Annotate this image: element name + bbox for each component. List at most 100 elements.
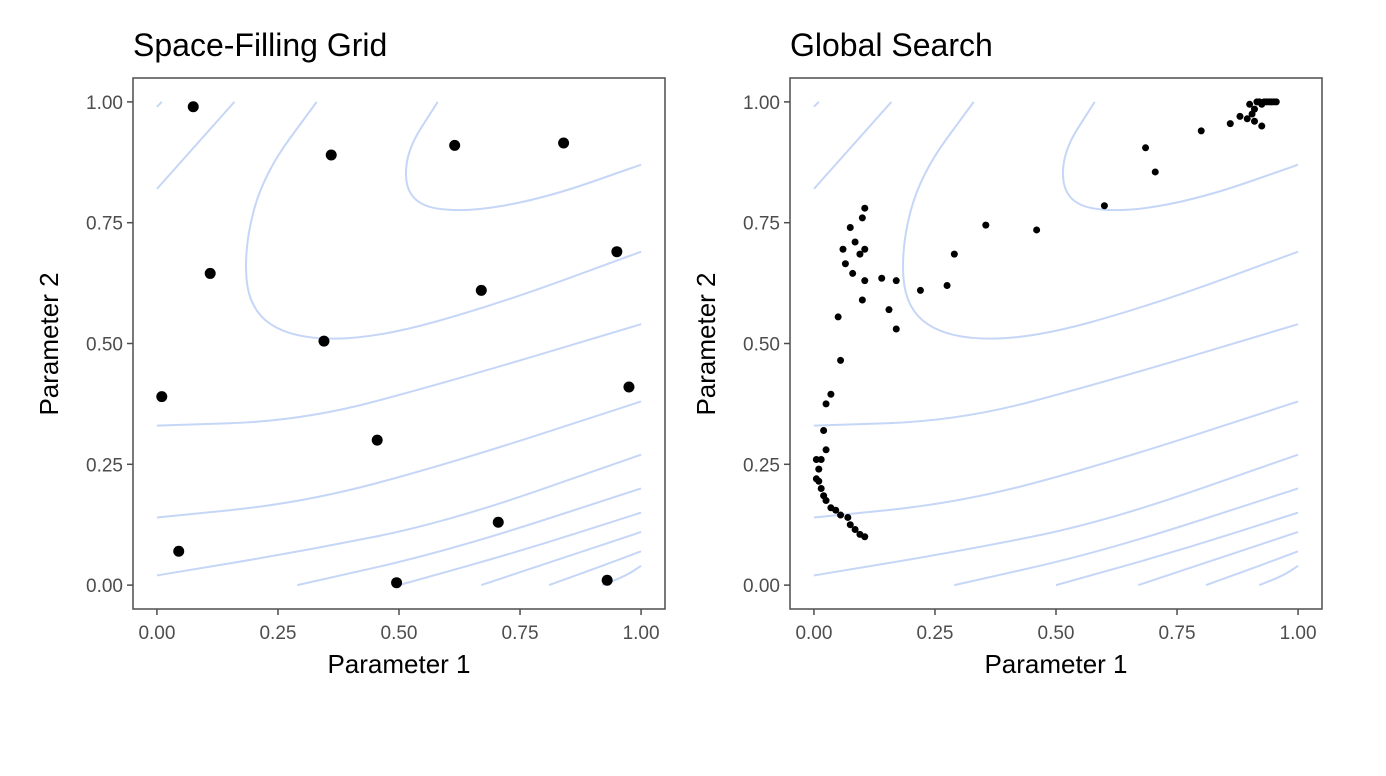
data-point	[1250, 117, 1258, 125]
x-tick-label: 0.50	[1038, 623, 1075, 644]
data-point	[837, 511, 845, 519]
data-point	[856, 530, 864, 538]
data-point	[878, 274, 886, 282]
data-point	[1100, 202, 1108, 210]
contour-line	[601, 564, 642, 587]
data-point	[846, 521, 854, 529]
contour-line	[813, 101, 893, 190]
data-point	[892, 325, 900, 333]
contour-line	[297, 487, 642, 587]
contour-line	[1055, 511, 1299, 587]
data-point	[173, 545, 185, 557]
data-point	[861, 277, 869, 285]
data-point	[204, 267, 216, 279]
y-tick-label: 1.00	[743, 93, 780, 114]
data-point	[885, 306, 893, 314]
panel-1-plot-area	[132, 77, 666, 610]
y-tick-label: 0.50	[743, 335, 780, 356]
data-point	[817, 455, 825, 463]
data-point	[1197, 127, 1205, 135]
x-tick-label: 0.75	[1159, 623, 1196, 644]
contour-line	[902, 101, 1299, 340]
data-point	[449, 139, 461, 151]
data-point	[858, 296, 866, 304]
data-point	[817, 484, 825, 492]
data-point	[812, 455, 820, 463]
y-tick-label: 1.00	[86, 93, 123, 114]
data-point	[1151, 168, 1159, 176]
data-point	[325, 149, 337, 161]
panel-2-plot-area	[789, 77, 1323, 610]
x-tick-label: 0.75	[502, 623, 539, 644]
data-point	[156, 391, 168, 403]
data-point	[492, 516, 504, 528]
data-point	[950, 250, 958, 258]
data-point	[839, 245, 847, 253]
data-point	[1142, 144, 1150, 152]
data-point	[1243, 115, 1251, 123]
data-point	[812, 475, 820, 483]
y-tick-label: 0.75	[743, 214, 780, 235]
data-point	[841, 260, 849, 268]
panel-2-title: Global Search	[790, 27, 993, 63]
panel-1-y-axis: 0.00 0.25 0.50 0.75 1.00	[86, 93, 133, 597]
panel-space-filling-grid: Space-Filling Grid 0.00 0.25 0.50 0.75 1.00 …	[34, 27, 666, 679]
data-point	[861, 245, 869, 253]
data-point	[318, 335, 330, 347]
data-point	[820, 492, 828, 500]
x-tick-label: 1.00	[1280, 623, 1317, 644]
data-point	[558, 137, 570, 149]
x-tick-label: 0.00	[138, 623, 175, 644]
data-point	[844, 513, 852, 521]
data-point	[623, 381, 635, 393]
data-point	[822, 446, 830, 454]
data-point	[982, 221, 990, 229]
data-point	[827, 390, 835, 398]
panel-global-search: Global Search 0.00 0.25 0.50 0.75 1.00 0.000…	[691, 27, 1323, 679]
panel-1-contours	[156, 101, 642, 587]
x-tick-label: 0.00	[795, 623, 832, 644]
contour-line	[1061, 101, 1299, 212]
data-point	[1272, 98, 1280, 106]
y-tick-label: 0.50	[86, 335, 123, 356]
data-point	[187, 101, 199, 113]
contour-line	[548, 550, 642, 587]
contour-line	[156, 453, 642, 577]
data-point	[371, 434, 383, 446]
data-point	[837, 356, 845, 364]
data-point	[834, 313, 842, 321]
panel-2-y-axis-title: Parameter 2	[691, 272, 721, 415]
data-point	[851, 526, 859, 534]
contour-line	[954, 487, 1299, 587]
data-point	[846, 224, 854, 232]
data-point	[858, 214, 866, 222]
panel-1-title: Space-Filling Grid	[133, 27, 387, 63]
data-point	[475, 284, 487, 296]
data-point	[849, 269, 857, 277]
y-tick-label: 0.00	[86, 576, 123, 597]
panel-2-x-axis: 0.00 0.25 0.50 0.75 1.00	[795, 609, 1317, 644]
contour-line	[156, 323, 642, 427]
contour-line	[156, 101, 236, 190]
data-point	[822, 400, 830, 408]
data-point	[1250, 105, 1258, 113]
data-point	[892, 277, 900, 285]
data-point	[851, 238, 859, 246]
panel-2-x-axis-title: Parameter 1	[984, 649, 1127, 679]
data-point	[815, 465, 823, 473]
data-point	[916, 286, 924, 294]
panel-2-points	[812, 98, 1280, 541]
data-point	[820, 426, 828, 434]
contour-line	[480, 531, 642, 587]
x-tick-label: 0.25	[916, 623, 953, 644]
y-tick-label: 0.00	[743, 576, 780, 597]
contour-line	[398, 511, 642, 587]
y-tick-label: 0.25	[86, 455, 123, 476]
x-tick-label: 0.25	[259, 623, 296, 644]
data-point	[601, 574, 613, 586]
data-point	[827, 504, 835, 512]
panel-1-y-axis-title: Parameter 2	[34, 272, 64, 415]
data-point	[391, 577, 403, 589]
panel-1-points	[156, 101, 635, 589]
